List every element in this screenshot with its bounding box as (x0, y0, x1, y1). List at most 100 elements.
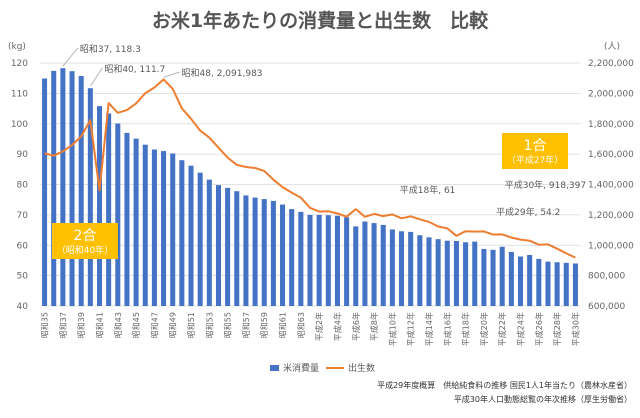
source-line-1: 平成29年度概算 供給純食料の推移 国民1人1年当たり（農林水産省） (377, 380, 632, 390)
bar (78, 76, 84, 306)
right-tick-label: 1,200,000 (588, 211, 634, 221)
bar (87, 88, 93, 307)
bar (179, 160, 185, 306)
bar (463, 242, 469, 306)
bar (69, 71, 75, 306)
x-tick-label: 平成8年 (369, 312, 379, 341)
bar (188, 165, 194, 306)
bar (499, 246, 505, 306)
x-tick-label: 平成4年 (332, 312, 342, 341)
bar (151, 149, 157, 306)
callout-boxes: 2合（昭和40年） 1合（平成27年） (52, 133, 568, 259)
bar (517, 256, 524, 306)
x-tick-label: 昭和55 (224, 312, 233, 338)
right-axis-ticks: 600,000 800,000 1,000,000 1,200,000 1,400,00… (588, 59, 634, 312)
annotations: 昭和37, 118.3 昭和40, 111.7 昭和48, 2,091,983 平成1… (62, 44, 586, 218)
x-tick-label: 昭和41 (95, 312, 104, 338)
bar (545, 261, 551, 306)
bar (389, 229, 395, 306)
bar (261, 199, 267, 306)
x-tick-label: 昭和59 (260, 312, 269, 338)
bar (472, 241, 478, 306)
bar (399, 231, 405, 306)
x-tick-label: 昭和61 (279, 312, 288, 338)
annotation-label: 昭和37, 118.3 (80, 44, 141, 55)
bar (106, 113, 112, 306)
left-tick-label: 80 (17, 181, 29, 191)
bar (408, 231, 414, 306)
annotation-leader (62, 47, 79, 67)
bar (417, 235, 423, 306)
bar (536, 258, 542, 306)
bar (298, 211, 304, 306)
bar (362, 221, 368, 306)
x-tick-label: 平成16年 (442, 312, 452, 346)
source-line-2: 平成30年人口動態総覧の年次推移（厚生労働省） (454, 394, 632, 404)
annotation-leader (163, 71, 180, 78)
x-axis-ticks: 昭和35 昭和37 昭和39 昭和41 昭和43 昭和45 昭和47 昭和49 昭和51 昭和53… (41, 312, 581, 346)
x-tick-label: 平成28年 (552, 312, 562, 346)
bar (170, 153, 176, 306)
x-tick-label: 昭和43 (114, 312, 123, 338)
bar (60, 68, 66, 306)
x-tick-label: 昭和45 (132, 312, 141, 338)
annotation-label: 昭和48, 2,091,983 (182, 68, 263, 79)
x-tick-label: 平成24年 (516, 312, 526, 346)
x-tick-label: 昭和51 (187, 312, 196, 338)
bar (234, 191, 240, 306)
annotation-leader (90, 67, 103, 87)
callout-main-text: 2合 (74, 228, 97, 244)
gridlines (40, 62, 580, 307)
rice-consumption-bars (42, 68, 578, 307)
legend-bar-swatch (270, 365, 279, 371)
x-tick-label: 平成12年 (406, 312, 416, 346)
annotation-label: 平成30年, 918,397 (505, 179, 586, 191)
bar (444, 240, 450, 306)
callout-sub-text: （昭和40年） (57, 244, 113, 256)
x-tick-label: 平成22年 (497, 312, 507, 346)
left-tick-label: 40 (17, 302, 29, 312)
x-tick-label: 平成2年 (314, 312, 324, 341)
x-tick-label: 平成10年 (387, 312, 397, 346)
bar (225, 187, 231, 306)
bar (51, 70, 57, 307)
bar (353, 226, 359, 306)
bar (307, 214, 313, 306)
left-tick-label: 90 (17, 150, 29, 160)
bar (508, 251, 514, 306)
x-tick-label: 昭和35 (41, 312, 50, 338)
right-tick-label: 1,400,000 (588, 181, 634, 191)
x-tick-label: 昭和39 (77, 312, 86, 338)
x-tick-label: 平成20年 (479, 312, 489, 346)
x-tick-label: 平成6年 (351, 312, 361, 341)
bar (124, 132, 130, 306)
right-tick-label: 1,000,000 (588, 241, 634, 251)
bar (215, 185, 221, 306)
bar (252, 197, 258, 306)
right-tick-label: 800,000 (588, 272, 625, 282)
bar (316, 214, 322, 306)
legend: 米消費量 出生数 (270, 362, 375, 374)
bar (426, 237, 432, 306)
legend-bar-label: 米消費量 (283, 362, 319, 374)
annotation-label: 平成18年, 61 (400, 184, 456, 196)
right-tick-label: 1,800,000 (588, 120, 634, 130)
bar (115, 123, 121, 306)
bar (344, 217, 350, 306)
left-tick-label: 110 (11, 89, 28, 99)
bar (325, 215, 331, 306)
x-tick-label: 昭和37 (59, 312, 68, 338)
x-tick-label: 平成26年 (534, 312, 544, 346)
left-axis-unit: (kg) (8, 42, 26, 52)
bar (243, 195, 249, 306)
callout-sub-text: （平成27年） (507, 154, 563, 166)
bar (280, 204, 286, 306)
left-tick-label: 120 (11, 59, 28, 69)
right-tick-label: 1,600,000 (588, 150, 634, 160)
chart-title: お米1年あたりの消費量と出生数 比較 (152, 9, 489, 32)
bar (380, 224, 386, 306)
bar (270, 200, 276, 306)
annotation-label: 平成29年, 54.2 (496, 206, 560, 218)
bar (289, 209, 295, 306)
